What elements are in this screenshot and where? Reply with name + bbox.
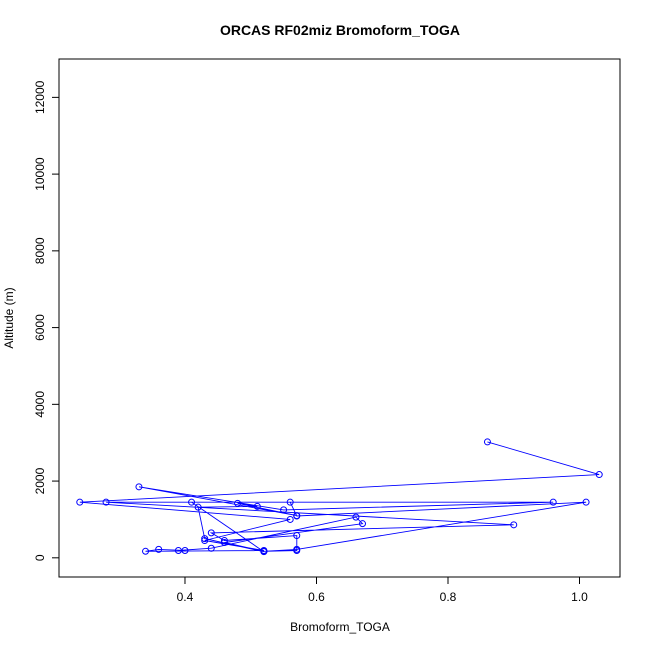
y-tick-label: 2000 (33, 467, 47, 494)
data-point (260, 547, 268, 555)
x-tick-label: 0.4 (177, 590, 194, 604)
y-tick-label: 8000 (33, 237, 47, 264)
data-point (595, 471, 603, 479)
data-point (188, 498, 196, 506)
y-axis-label: Altitude (m) (2, 287, 16, 348)
x-axis-label: Bromoform_TOGA (290, 620, 390, 634)
data-point (174, 547, 182, 555)
data-point (207, 529, 215, 537)
data-point (483, 438, 491, 446)
data-point (102, 498, 110, 506)
data-point (194, 503, 202, 511)
data-point (76, 498, 84, 506)
data-point (207, 544, 215, 552)
data-point (352, 513, 360, 521)
data-point (142, 547, 150, 555)
data-point (155, 545, 163, 553)
data-point (286, 515, 294, 523)
series-layer (76, 438, 603, 556)
data-point (253, 502, 261, 510)
y-tick-label: 12000 (33, 80, 47, 114)
series-line (79, 441, 600, 553)
data-point (293, 512, 301, 520)
data-point (582, 498, 590, 506)
data-point (135, 483, 143, 491)
data-point (234, 499, 242, 507)
data-point (293, 545, 301, 553)
data-point (359, 520, 367, 528)
y-axis: 0 2000 4000 6000 8000 10000 12000 (33, 80, 59, 561)
data-point (549, 498, 557, 506)
chart-title: ORCAS RF02miz Bromoform_TOGA (220, 22, 460, 38)
x-tick-label: 0.6 (308, 590, 325, 604)
x-tick-label: 1.0 (571, 590, 588, 604)
x-axis: 0.4 0.6 0.8 1.0 (177, 577, 588, 604)
data-point (220, 538, 228, 546)
y-tick-label: 10000 (33, 157, 47, 191)
y-tick-label: 0 (33, 554, 47, 561)
plot-frame (58, 58, 621, 578)
x-tick-label: 0.8 (440, 590, 457, 604)
y-tick-label: 4000 (33, 391, 47, 418)
data-point (286, 498, 294, 506)
data-point (181, 547, 189, 555)
y-tick-label: 6000 (33, 314, 47, 341)
data-point (280, 506, 288, 514)
data-point (220, 537, 228, 545)
data-point (510, 521, 518, 529)
data-point (201, 535, 209, 543)
data-point (201, 537, 209, 545)
data-point (293, 532, 301, 540)
